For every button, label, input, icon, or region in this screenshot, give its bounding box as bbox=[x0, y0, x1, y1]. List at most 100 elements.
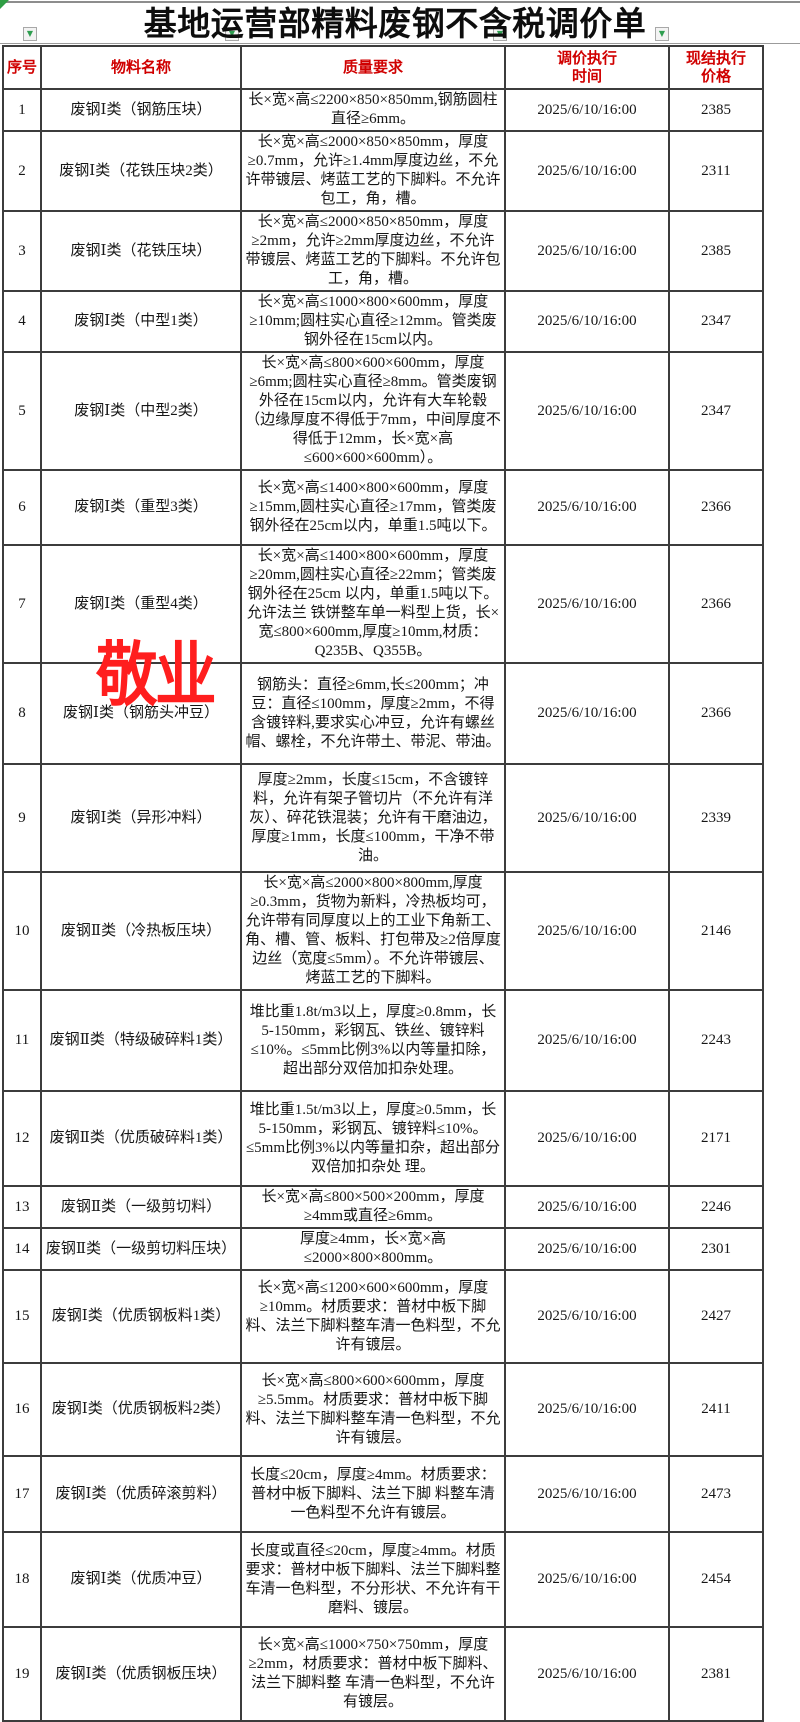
price-cell[interactable]: 2146 bbox=[668, 871, 764, 991]
price-cell[interactable]: 2246 bbox=[668, 1185, 764, 1229]
quality-requirement-cell[interactable]: 长×宽×高≤800×600×600mm，厚度≥5.5mm。材质要求：普材中板下脚… bbox=[240, 1362, 506, 1457]
col-header-price[interactable]: 现结执行价格 bbox=[668, 45, 764, 90]
material-name-cell[interactable]: 废钢Ⅰ类（异形冲料） bbox=[40, 763, 242, 873]
execution-time-cell[interactable]: 2025/6/10/16:00 bbox=[504, 210, 670, 292]
execution-time-cell[interactable]: 2025/6/10/16:00 bbox=[504, 1227, 670, 1271]
row-number-cell[interactable]: 18 bbox=[2, 1531, 42, 1628]
row-number-cell[interactable]: 2 bbox=[2, 130, 42, 212]
price-cell[interactable]: 2171 bbox=[668, 1090, 764, 1187]
price-cell[interactable]: 2301 bbox=[668, 1227, 764, 1271]
price-cell[interactable]: 2366 bbox=[668, 469, 764, 546]
material-name-cell[interactable]: 废钢Ⅰ类（重型3类） bbox=[40, 469, 242, 546]
execution-time-cell[interactable]: 2025/6/10/16:00 bbox=[504, 1185, 670, 1229]
row-number-cell[interactable]: 12 bbox=[2, 1090, 42, 1187]
material-name-cell[interactable]: 废钢Ⅰ类（花铁压块2类） bbox=[40, 130, 242, 212]
material-name-cell[interactable]: 废钢Ⅱ类（特级破碎料1类） bbox=[40, 989, 242, 1092]
row-number-cell[interactable]: 9 bbox=[2, 763, 42, 873]
row-number-cell[interactable]: 17 bbox=[2, 1455, 42, 1533]
material-name-cell[interactable]: 废钢Ⅱ类（冷热板压块） bbox=[40, 871, 242, 991]
quality-requirement-cell[interactable]: 长×宽×高≤800×500×200mm，厚度≥4mm或直径≥6mm。 bbox=[240, 1185, 506, 1229]
col-header-time[interactable]: 调价执行时间 bbox=[504, 45, 670, 90]
row-number-cell[interactable]: 13 bbox=[2, 1185, 42, 1229]
execution-time-cell[interactable]: 2025/6/10/16:00 bbox=[504, 1090, 670, 1187]
price-cell[interactable]: 2411 bbox=[668, 1362, 764, 1457]
filter-dropdown-icon[interactable]: ▼ bbox=[655, 27, 669, 41]
material-name-cell[interactable]: 废钢Ⅰ类（钢筋压块） bbox=[40, 88, 242, 132]
row-number-cell[interactable]: 15 bbox=[2, 1269, 42, 1364]
material-name-cell[interactable]: 废钢Ⅰ类（优质冲豆） bbox=[40, 1531, 242, 1628]
material-name-cell[interactable]: 废钢Ⅰ类（中型1类） bbox=[40, 290, 242, 353]
material-name-cell[interactable]: 废钢Ⅰ类（优质钢板料1类） bbox=[40, 1269, 242, 1364]
material-name-cell[interactable]: 废钢Ⅱ类（优质破碎料1类） bbox=[40, 1090, 242, 1187]
execution-time-cell[interactable]: 2025/6/10/16:00 bbox=[504, 469, 670, 546]
quality-requirement-cell[interactable]: 长×宽×高≤2000×850×850mm，厚度≥0.7mm，允许≥1.4mm厚度… bbox=[240, 130, 506, 212]
row-number-cell[interactable]: 7 bbox=[2, 544, 42, 664]
execution-time-cell[interactable]: 2025/6/10/16:00 bbox=[504, 544, 670, 664]
filter-dropdown-icon[interactable]: ▼ bbox=[23, 27, 37, 41]
execution-time-cell[interactable]: 2025/6/10/16:00 bbox=[504, 1269, 670, 1364]
row-number-cell[interactable]: 16 bbox=[2, 1362, 42, 1457]
material-name-cell[interactable]: 废钢Ⅰ类（优质碎滚剪料） bbox=[40, 1455, 242, 1533]
quality-requirement-cell[interactable]: 长×宽×高≤2200×850×850mm,钢筋圆柱直径≥6mm。 bbox=[240, 88, 506, 132]
execution-time-cell[interactable]: 2025/6/10/16:00 bbox=[504, 662, 670, 765]
quality-requirement-cell[interactable]: 长×宽×高≤1000×750×750mm，厚度≥2mm，材质要求：普材中板下脚料… bbox=[240, 1626, 506, 1722]
row-number-cell[interactable]: 5 bbox=[2, 351, 42, 471]
execution-time-cell[interactable]: 2025/6/10/16:00 bbox=[504, 1531, 670, 1628]
quality-requirement-cell[interactable]: 长×宽×高≤1400×800×600mm，厚度≥15mm,圆柱实心直径≥17mm… bbox=[240, 469, 506, 546]
execution-time-cell[interactable]: 2025/6/10/16:00 bbox=[504, 88, 670, 132]
filter-dropdown-icon[interactable]: ▼ bbox=[225, 27, 239, 41]
quality-requirement-cell[interactable]: 长×宽×高≤1200×600×600mm，厚度≥10mm。材质要求：普材中板下脚… bbox=[240, 1269, 506, 1364]
quality-requirement-cell[interactable]: 长×宽×高≤2000×800×800mm,厚度≥0.3mm，货物为新料，冷热板均… bbox=[240, 871, 506, 991]
quality-requirement-cell[interactable]: 堆比重1.5t/m3以上，厚度≥0.5mm，长5-150mm，彩钢瓦、镀锌料≤1… bbox=[240, 1090, 506, 1187]
material-name-cell[interactable]: 废钢Ⅰ类（花铁压块） bbox=[40, 210, 242, 292]
row-number-cell[interactable]: 14 bbox=[2, 1227, 42, 1271]
col-header-material[interactable]: 物料名称 bbox=[40, 45, 242, 90]
execution-time-cell[interactable]: 2025/6/10/16:00 bbox=[504, 1362, 670, 1457]
execution-time-cell[interactable]: 2025/6/10/16:00 bbox=[504, 763, 670, 873]
material-name-cell[interactable]: 废钢Ⅰ类（钢筋头冲豆） bbox=[40, 662, 242, 765]
price-cell[interactable]: 2385 bbox=[668, 88, 764, 132]
material-name-cell[interactable]: 废钢Ⅰ类（优质钢板料2类） bbox=[40, 1362, 242, 1457]
execution-time-cell[interactable]: 2025/6/10/16:00 bbox=[504, 1455, 670, 1533]
price-cell[interactable]: 2243 bbox=[668, 989, 764, 1092]
row-number-cell[interactable]: 4 bbox=[2, 290, 42, 353]
quality-requirement-cell[interactable]: 长×宽×高≤1400×800×600mm，厚度≥20mm,圆柱实心直径≥22mm… bbox=[240, 544, 506, 664]
price-cell[interactable]: 2454 bbox=[668, 1531, 764, 1628]
row-number-cell[interactable]: 3 bbox=[2, 210, 42, 292]
quality-requirement-cell[interactable]: 厚度≥4mm，长×宽×高≤2000×800×800mm。 bbox=[240, 1227, 506, 1271]
price-cell[interactable]: 2381 bbox=[668, 1626, 764, 1722]
quality-requirement-cell[interactable]: 长×宽×高≤800×600×600mm，厚度≥6mm;圆柱实心直径≥8mm。管类… bbox=[240, 351, 506, 471]
price-cell[interactable]: 2347 bbox=[668, 290, 764, 353]
quality-requirement-cell[interactable]: 厚度≥2mm，长度≤15cm，不含镀锌料，允许有架子管切片（不允许有洋灰）、碎花… bbox=[240, 763, 506, 873]
quality-requirement-cell[interactable]: 长×宽×高≤1000×800×600mm，厚度≥10mm;圆柱实心直径≥12mm… bbox=[240, 290, 506, 353]
execution-time-cell[interactable]: 2025/6/10/16:00 bbox=[504, 351, 670, 471]
execution-time-cell[interactable]: 2025/6/10/16:00 bbox=[504, 290, 670, 353]
col-header-quality[interactable]: 质量要求 bbox=[240, 45, 506, 90]
quality-requirement-cell[interactable]: 长度或直径≤20cm，厚度≥4mm。材质要求：普材中板下脚料、法兰下脚料整车清一… bbox=[240, 1531, 506, 1628]
row-number-cell[interactable]: 10 bbox=[2, 871, 42, 991]
price-cell[interactable]: 2473 bbox=[668, 1455, 764, 1533]
execution-time-cell[interactable]: 2025/6/10/16:00 bbox=[504, 989, 670, 1092]
price-cell[interactable]: 2427 bbox=[668, 1269, 764, 1364]
price-cell[interactable]: 2339 bbox=[668, 763, 764, 873]
price-cell[interactable]: 2311 bbox=[668, 130, 764, 212]
quality-requirement-cell[interactable]: 长度≤20cm，厚度≥4mm。材质要求：普材中板下脚料、法兰下脚 料整车清一色料… bbox=[240, 1455, 506, 1533]
price-cell[interactable]: 2347 bbox=[668, 351, 764, 471]
material-name-cell[interactable]: 废钢Ⅱ类（一级剪切料） bbox=[40, 1185, 242, 1229]
execution-time-cell[interactable]: 2025/6/10/16:00 bbox=[504, 871, 670, 991]
execution-time-cell[interactable]: 2025/6/10/16:00 bbox=[504, 1626, 670, 1722]
material-name-cell[interactable]: 废钢Ⅰ类（中型2类） bbox=[40, 351, 242, 471]
row-number-cell[interactable]: 8 bbox=[2, 662, 42, 765]
row-number-cell[interactable]: 1 bbox=[2, 88, 42, 132]
quality-requirement-cell[interactable]: 钢筋头：直径≥6mm,长≤200mm；冲豆：直径≤100mm，厚度≥2mm，不得… bbox=[240, 662, 506, 765]
material-name-cell[interactable]: 废钢Ⅰ类（优质钢板压块） bbox=[40, 1626, 242, 1722]
price-cell[interactable]: 2385 bbox=[668, 210, 764, 292]
filter-dropdown-icon[interactable]: ▼ bbox=[493, 27, 507, 41]
execution-time-cell[interactable]: 2025/6/10/16:00 bbox=[504, 130, 670, 212]
row-number-cell[interactable]: 6 bbox=[2, 469, 42, 546]
row-number-cell[interactable]: 11 bbox=[2, 989, 42, 1092]
material-name-cell[interactable]: 废钢Ⅱ类（一级剪切料压块） bbox=[40, 1227, 242, 1271]
col-header-no[interactable]: 序号 bbox=[2, 45, 42, 90]
quality-requirement-cell[interactable]: 堆比重1.8t/m3以上，厚度≥0.8mm，长5-150mm，彩钢瓦、铁丝、镀锌… bbox=[240, 989, 506, 1092]
price-cell[interactable]: 2366 bbox=[668, 662, 764, 765]
